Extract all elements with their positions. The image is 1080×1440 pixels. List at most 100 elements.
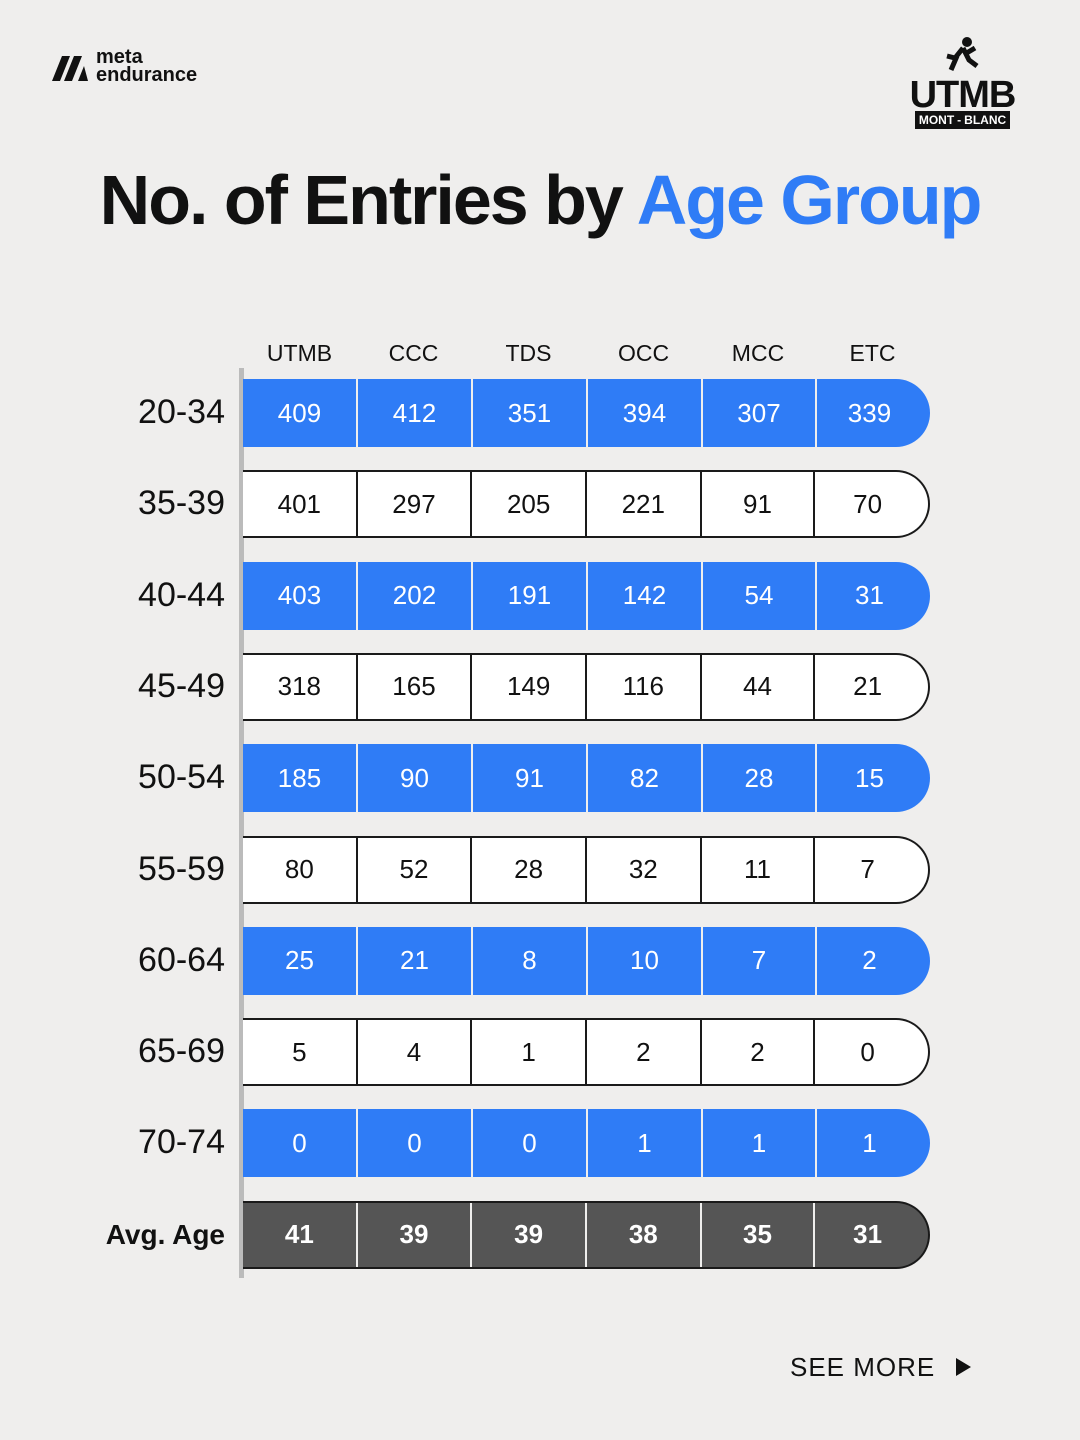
cell: 0 (292, 1127, 307, 1158)
cell: 394 (586, 379, 701, 447)
title-highlight: Age Group (636, 161, 983, 239)
cell: 80 (284, 854, 314, 884)
race-logo-name: UTMB (909, 74, 1017, 116)
cell: 1 (701, 1109, 815, 1178)
race-logo-right: BLANC (964, 113, 1007, 127)
race-logo: UTMB MONT - BLANC (905, 36, 1020, 129)
row-label: 40-44 (138, 575, 225, 614)
row-label: 35-39 (138, 484, 225, 523)
cell: 116 (584, 654, 700, 719)
cell: 185 (277, 762, 322, 793)
see-more[interactable]: SEE MORE (790, 1352, 973, 1383)
cell: 0 (471, 1109, 586, 1178)
row-label: 50-54 (138, 758, 225, 797)
cell: 403 (277, 580, 322, 611)
cell: 70 (813, 472, 928, 537)
column-header: CCC (388, 340, 439, 366)
cell: 5 (292, 1036, 307, 1067)
cell: 318 (277, 671, 322, 702)
row-label: 55-59 (138, 849, 225, 888)
cell: 25 (285, 945, 314, 976)
row-label: 45-49 (138, 666, 225, 705)
cell: 1 (815, 1109, 930, 1178)
cell: 307 (701, 379, 815, 447)
cell: 297 (355, 472, 471, 537)
cell: 15 (815, 744, 930, 813)
cell: 39 (470, 1202, 585, 1267)
race-logo-left: MONT (918, 113, 955, 127)
cell: 38 (584, 1202, 700, 1267)
cell: 1 (470, 1020, 585, 1085)
title-part: No. of Entries by (99, 161, 637, 239)
brand-icon (52, 56, 88, 81)
cell: 35 (699, 1202, 814, 1267)
row: 25 21 8 10 7 2 (243, 926, 930, 995)
cell: 0 (356, 1109, 471, 1178)
arrow (956, 1358, 972, 1376)
row-label: 20-34 (138, 393, 225, 431)
cell: 32 (584, 837, 700, 902)
cell: 82 (586, 744, 701, 813)
row-label: Avg. Age (105, 1218, 225, 1250)
cell: 7 (813, 837, 928, 902)
cell: 2 (815, 926, 930, 995)
row: 409 412 351 394 307 339 (243, 379, 930, 447)
cell: 11 (699, 837, 814, 902)
cell: 39 (355, 1202, 471, 1267)
cell: 8 (471, 926, 586, 995)
cell: 28 (701, 744, 815, 813)
cell: 412 (356, 379, 471, 447)
cell: 31 (815, 561, 930, 630)
row: 185 90 91 82 28 15 (243, 744, 930, 813)
column-header: TDS (505, 340, 552, 366)
cell: 401 (277, 488, 322, 519)
row: 80 52 28 32 11 7 (243, 835, 930, 904)
row: 403 202 191 142 54 31 (243, 561, 930, 630)
cell: 41 (284, 1219, 314, 1250)
cell: 202 (356, 561, 471, 630)
cell: 10 (586, 926, 701, 995)
cell: 21 (356, 926, 471, 995)
cell: 1 (586, 1109, 701, 1178)
cell: 90 (356, 744, 471, 813)
cell: 21 (813, 654, 928, 719)
cell: 409 (277, 397, 322, 428)
cell: 2 (584, 1020, 700, 1085)
row: 318 165 149 116 44 21 (243, 652, 930, 721)
row: 401 297 205 221 91 70 (243, 470, 930, 539)
row-axis (239, 368, 244, 1278)
cell: 221 (584, 472, 700, 537)
cell: 191 (471, 561, 586, 630)
cell: 339 (815, 379, 930, 447)
cell: 142 (586, 561, 701, 630)
cell: 91 (471, 744, 586, 813)
cell: 149 (470, 654, 585, 719)
cell: 52 (355, 837, 471, 902)
cell: 28 (470, 837, 585, 902)
cell: 0 (813, 1020, 928, 1085)
column-header: UTMB (266, 340, 333, 366)
cell: 31 (813, 1202, 928, 1267)
brand-line: meta (96, 46, 143, 68)
title: No. of Entries by Age Group (0, 160, 1080, 240)
cell: 2 (699, 1020, 814, 1085)
cell: 44 (699, 654, 814, 719)
race-logo-sub: MONT - BLANC (914, 111, 1011, 129)
cell: 351 (471, 379, 586, 447)
runner-icon (945, 37, 978, 71)
row-label: 60-64 (138, 940, 225, 979)
cell: 205 (470, 472, 585, 537)
row-label: 65-69 (138, 1032, 225, 1071)
column-header: ETC (849, 340, 896, 366)
column-header: MCC (731, 340, 785, 366)
brand-line: endurance (96, 64, 198, 86)
cell: 7 (701, 926, 815, 995)
row: 41 39 39 38 35 31 (243, 1200, 930, 1269)
brand: meta endurance (96, 46, 198, 86)
row-label: 70-74 (138, 1123, 225, 1162)
cell: 4 (355, 1020, 471, 1085)
see-more-text[interactable]: SEE MORE (790, 1352, 936, 1382)
